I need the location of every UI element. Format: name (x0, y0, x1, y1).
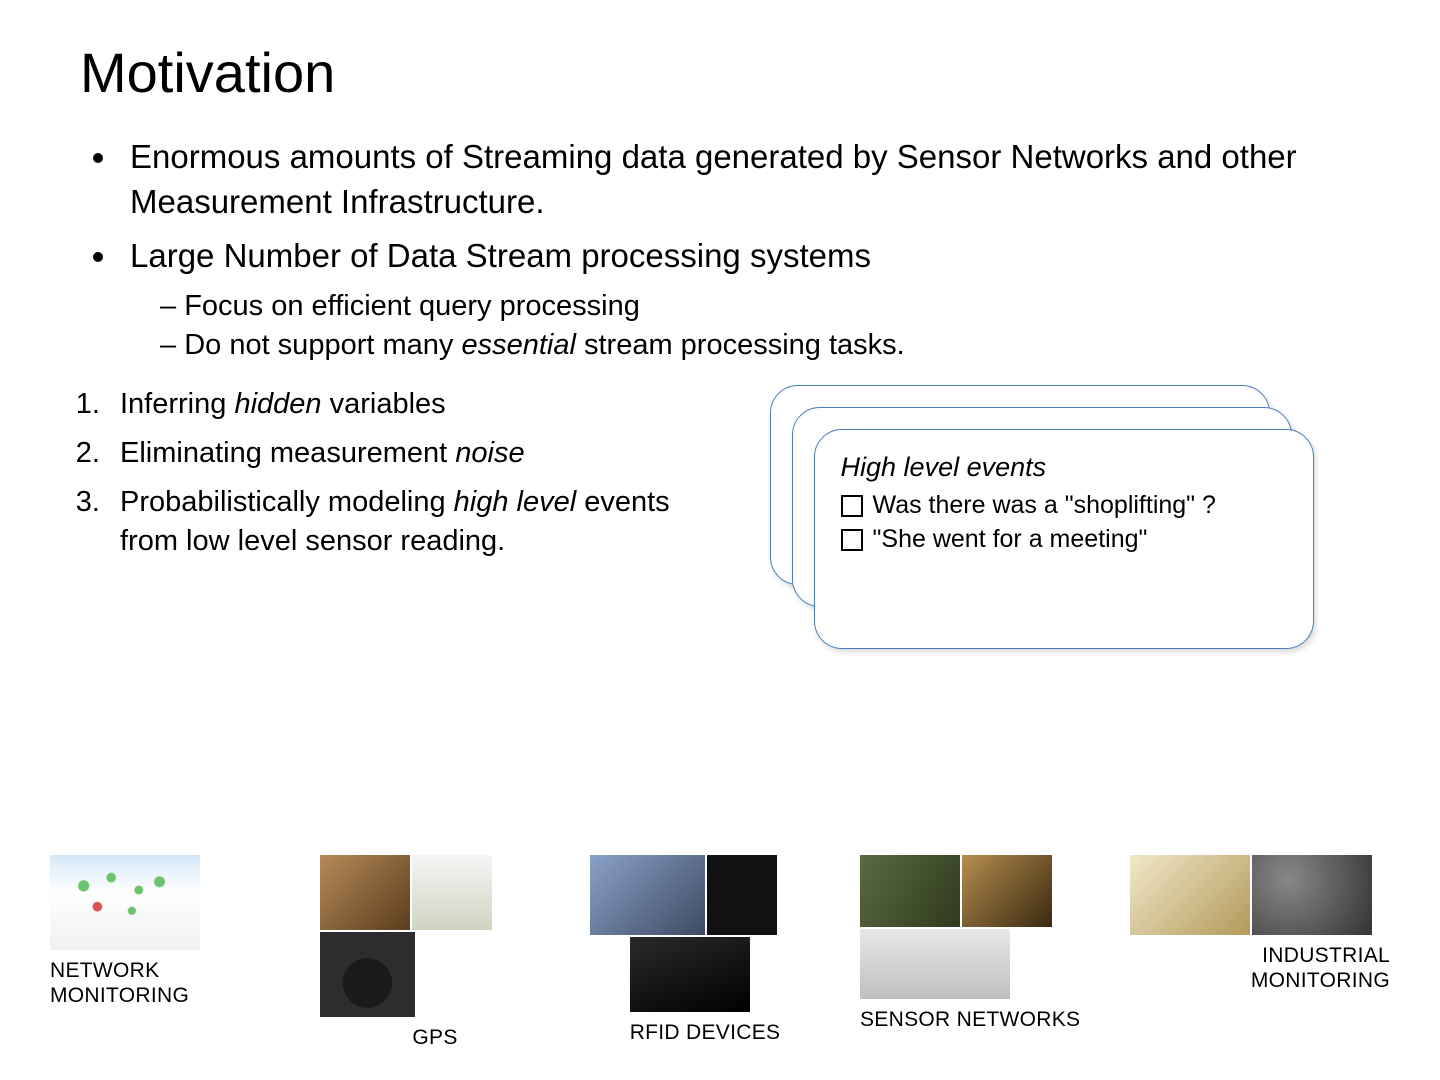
image-label-network: NETWORK MONITORING (50, 958, 280, 1008)
sub-bullet-2: Do not support many essential stream pro… (160, 326, 1360, 365)
thumb-sensor-3 (860, 929, 1010, 999)
thumb-gps-2 (412, 855, 492, 930)
thumb-network-monitoring (50, 855, 200, 950)
num-item-2: Eliminating measurement noise (108, 434, 730, 473)
n3-em: high level (454, 486, 577, 518)
n3-pre: Probabilistically modeling (120, 486, 454, 518)
callout-title: High level events (841, 452, 1287, 483)
bullet-2-text: Large Number of Data Stream processing s… (130, 237, 871, 274)
callout-line-1: Was there was a "shoplifting" ? (841, 489, 1287, 523)
callout-line-2: "She went for a meeting" (841, 523, 1287, 557)
n1-pre: Inferring (120, 388, 234, 420)
thumb-rfid-3 (630, 937, 750, 1012)
image-item-sensor: SENSOR NETWORKS (860, 855, 1090, 1032)
image-row: NETWORK MONITORING GPS RFID DEVICES (50, 855, 1390, 1050)
thumb-sensor-2 (962, 855, 1052, 927)
image-item-rfid: RFID DEVICES (590, 855, 820, 1045)
main-bullet-list: Enormous amounts of Streaming data gener… (120, 135, 1360, 365)
bullet-2: Large Number of Data Stream processing s… (120, 234, 1360, 365)
sub2-post: stream processing tasks. (576, 329, 905, 361)
two-column-region: Inferring hidden variables Eliminating m… (80, 385, 1360, 645)
callout-line-1-text: Was there was a "shoplifting" ? (873, 489, 1216, 523)
image-item-network: NETWORK MONITORING (50, 855, 280, 1008)
thumb-gps-3 (320, 932, 415, 1017)
image-label-rfid: RFID DEVICES (630, 1020, 781, 1045)
right-column: High level events Was there was a "shopl… (770, 385, 1360, 645)
bullet-1: Enormous amounts of Streaming data gener… (120, 135, 1360, 224)
thumb-group-network (50, 855, 200, 950)
image-label-industrial: INDUSTRIAL MONITORING (1130, 943, 1390, 993)
n1-post: variables (322, 388, 446, 420)
thumb-industrial-1 (1130, 855, 1250, 935)
thumb-gps-1 (320, 855, 410, 930)
thumb-rfid-2 (707, 855, 777, 935)
num-item-1: Inferring hidden variables (108, 385, 730, 424)
n2-pre: Eliminating measurement (120, 437, 455, 469)
image-item-gps: GPS (320, 855, 550, 1050)
thumb-group-gps (320, 855, 550, 1017)
slide: Motivation Enormous amounts of Streaming… (0, 0, 1440, 1080)
n2-em: noise (455, 437, 524, 469)
numbered-list: Inferring hidden variables Eliminating m… (80, 385, 730, 562)
thumb-sensor-1 (860, 855, 960, 927)
thumb-group-rfid (590, 855, 820, 1012)
thumb-group-sensor (860, 855, 1090, 999)
sub2-em: essential (461, 329, 575, 361)
sub-bullet-list: Focus on efficient query processing Do n… (130, 287, 1360, 365)
num-item-3: Probabilistically modeling high level ev… (108, 483, 730, 561)
image-item-industrial: INDUSTRIAL MONITORING (1130, 855, 1390, 993)
sub-bullet-1: Focus on efficient query processing (160, 287, 1360, 326)
sub2-pre: Do not support many (184, 329, 461, 361)
n1-em: hidden (234, 388, 321, 420)
checkbox-icon (841, 529, 863, 551)
callout-front: High level events Was there was a "shopl… (814, 429, 1314, 649)
left-column: Inferring hidden variables Eliminating m… (80, 385, 730, 645)
thumb-group-industrial (1130, 855, 1372, 935)
thumb-rfid-1 (590, 855, 705, 935)
thumb-industrial-2 (1252, 855, 1372, 935)
image-label-gps: GPS (412, 1025, 457, 1050)
slide-title: Motivation (80, 40, 1360, 105)
image-label-sensor: SENSOR NETWORKS (860, 1007, 1080, 1032)
checkbox-icon (841, 495, 863, 517)
callout-line-2-text: "She went for a meeting" (873, 523, 1148, 557)
